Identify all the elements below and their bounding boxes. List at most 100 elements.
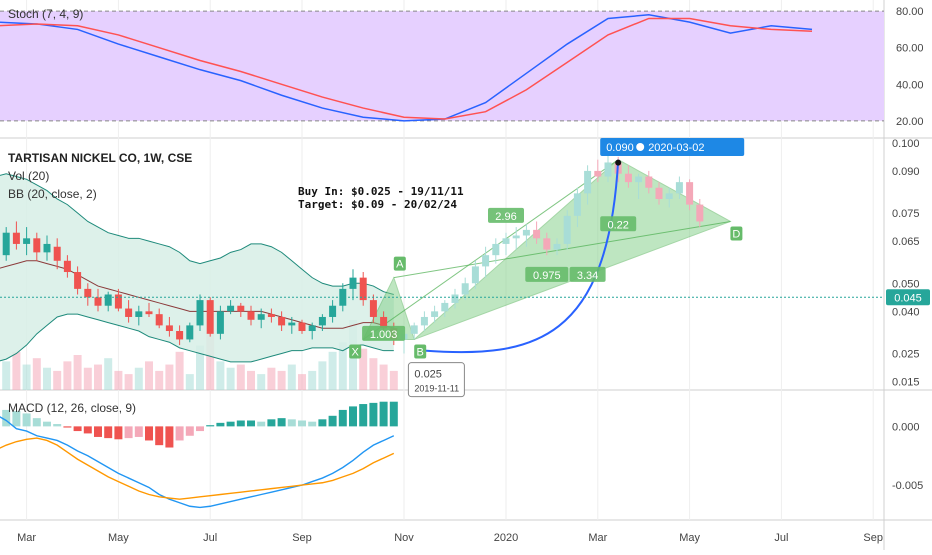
candle xyxy=(655,182,663,205)
candle xyxy=(125,300,133,323)
pattern-ratio-badge xyxy=(569,266,606,282)
pattern-point-label: A xyxy=(396,259,404,271)
bollinger-upper xyxy=(0,173,394,295)
candle-body xyxy=(104,294,112,306)
pattern-ad-line xyxy=(393,220,731,279)
volume-bar xyxy=(196,345,204,390)
macd-histogram-bar xyxy=(298,420,306,427)
macd-histogram-bar xyxy=(349,406,357,427)
candle-body xyxy=(74,272,82,289)
candle xyxy=(533,221,541,244)
candle-body xyxy=(553,243,561,250)
candle xyxy=(23,227,31,256)
candle-body xyxy=(512,235,520,239)
pattern-ratio-badge xyxy=(362,325,406,341)
volume-bar xyxy=(247,370,255,390)
macd-histogram-bar xyxy=(165,426,174,448)
candle-body xyxy=(125,308,133,317)
candle-body xyxy=(471,266,479,284)
x-tick-label: May xyxy=(108,532,129,544)
macd-histogram-bar xyxy=(206,425,215,427)
pattern-ratio-badge xyxy=(525,266,569,282)
candle xyxy=(43,235,51,261)
candle xyxy=(84,283,92,306)
volume-bar xyxy=(124,374,133,390)
macd-histogram-bar xyxy=(114,426,123,440)
candle xyxy=(624,165,632,188)
volume-bar xyxy=(379,364,388,390)
pattern-point-badge xyxy=(414,344,427,359)
candle-body xyxy=(441,302,449,312)
macd-histogram-bar xyxy=(12,411,21,427)
candle-body xyxy=(573,193,581,216)
stoch-k-line xyxy=(0,14,813,122)
candle-body xyxy=(165,325,173,332)
x-tick-label: 2020 xyxy=(494,532,518,544)
buy-marker-callout: 0.025 2019-11-11 xyxy=(407,362,465,398)
stoch-band-fill xyxy=(0,11,884,121)
bollinger-fill xyxy=(0,173,394,362)
candle-body xyxy=(196,300,204,326)
volume-bar xyxy=(53,370,62,390)
clock-icon xyxy=(636,143,645,151)
candle xyxy=(359,272,367,306)
top-marker-date: 2020-03-02 xyxy=(648,142,704,154)
volume-bar xyxy=(94,364,102,390)
macd-histogram-bar xyxy=(124,426,133,439)
candle-body xyxy=(176,331,184,340)
volume-bar xyxy=(328,351,337,390)
pattern-ratio-label: 0.975 xyxy=(533,270,561,282)
pattern-ratio-label: 1.003 xyxy=(370,329,398,341)
candle xyxy=(522,224,530,247)
candle-body xyxy=(94,297,102,306)
top-marker-price: 0.090 xyxy=(606,142,634,154)
pattern-point-badge xyxy=(730,226,743,241)
volume-bar xyxy=(155,370,164,390)
candle xyxy=(94,288,102,312)
x-tick-label: Mar xyxy=(588,532,607,544)
volume-bar xyxy=(267,367,276,390)
candle xyxy=(216,305,224,340)
candle xyxy=(502,232,510,256)
candle xyxy=(206,297,214,337)
candle-body xyxy=(216,311,224,334)
volume-bar xyxy=(236,364,245,390)
macd-y-tick-label: 0.000 xyxy=(892,421,920,433)
candle-body xyxy=(84,288,92,298)
volume-bar xyxy=(359,348,368,390)
volume-bar xyxy=(2,361,11,390)
x-tick-label: Jul xyxy=(774,532,788,544)
candle-body xyxy=(369,300,377,317)
pattern-point-label: B xyxy=(417,346,424,358)
candle xyxy=(420,311,428,332)
price-y-tick-label: 0.100 xyxy=(892,138,920,150)
candle xyxy=(145,302,153,317)
candle-body xyxy=(502,238,510,244)
candle xyxy=(318,314,326,332)
candle-body xyxy=(206,300,214,334)
volume-bar xyxy=(185,374,194,390)
indicator-legend: BB (20, close, 2) xyxy=(8,187,97,201)
macd-histogram-bar xyxy=(247,420,255,427)
candle xyxy=(512,227,520,250)
candle xyxy=(492,238,500,264)
trade-note-line: Buy In: $0.025 - 19/11/11 xyxy=(298,185,464,198)
candle xyxy=(135,305,143,326)
buy-marker-date: 2019-11-11 xyxy=(414,384,459,394)
volume-bar xyxy=(226,367,235,390)
volume-bar xyxy=(32,358,41,390)
volume-bar xyxy=(63,361,72,390)
macd-legend: MACD (12, 26, close, 9) xyxy=(8,401,136,415)
candle xyxy=(247,305,255,326)
price-y-tick-label: 0.015 xyxy=(892,377,920,389)
volume-bar xyxy=(12,351,21,390)
macd-histogram-bar xyxy=(226,421,235,427)
candle xyxy=(645,170,653,194)
candle-body xyxy=(155,314,163,326)
candle-body xyxy=(349,277,357,289)
macd-histogram-bar xyxy=(63,426,72,428)
candle xyxy=(53,238,61,270)
volume-bar xyxy=(257,374,266,390)
volume-bar xyxy=(318,361,327,390)
